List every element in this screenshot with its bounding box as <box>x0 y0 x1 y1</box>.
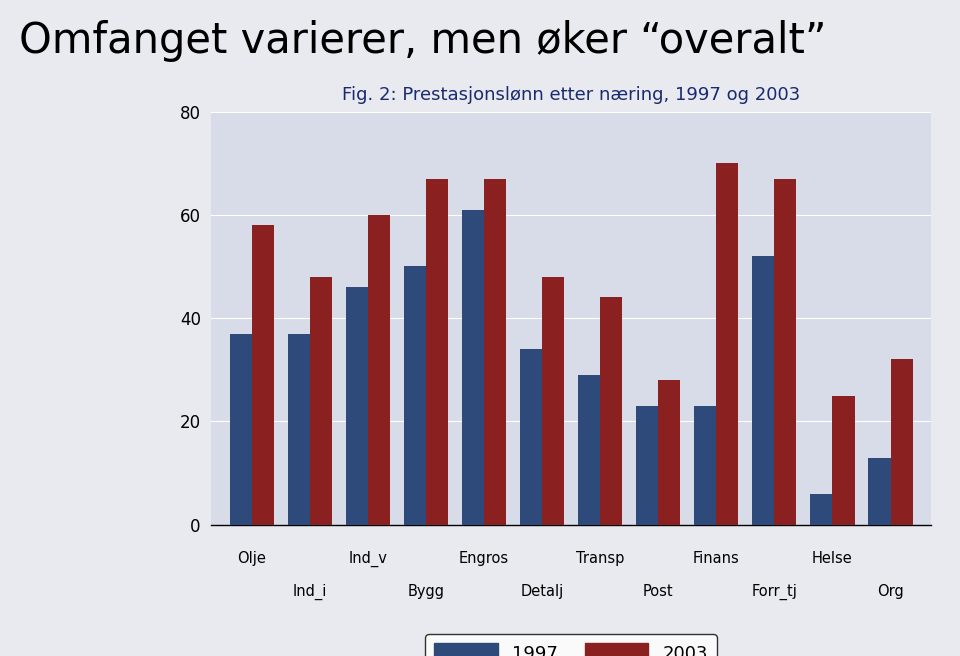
Text: Detalj: Detalj <box>520 584 564 599</box>
Bar <box>520 349 542 525</box>
Text: Ind_v: Ind_v <box>348 551 388 567</box>
Bar <box>310 277 332 525</box>
Title: Fig. 2: Prestasjonslønn etter næring, 1997 og 2003: Fig. 2: Prestasjonslønn etter næring, 19… <box>342 87 801 104</box>
Bar <box>716 163 738 525</box>
Text: Ind_i: Ind_i <box>293 584 327 600</box>
Bar <box>578 375 600 525</box>
Bar <box>694 406 716 525</box>
Bar <box>229 334 252 525</box>
Bar <box>891 359 913 525</box>
Text: Engros: Engros <box>459 551 509 566</box>
Bar <box>368 215 390 525</box>
Bar <box>869 458 891 525</box>
Bar <box>542 277 564 525</box>
Bar <box>636 406 659 525</box>
Legend: 1997, 2003: 1997, 2003 <box>425 634 717 656</box>
Text: Helse: Helse <box>812 551 852 566</box>
Text: Transp: Transp <box>576 551 624 566</box>
Bar <box>404 266 426 525</box>
Bar <box>462 210 484 525</box>
Bar <box>426 178 448 525</box>
Text: Bygg: Bygg <box>408 584 444 599</box>
Text: Omfanget varierer, men øker “overalt”: Omfanget varierer, men øker “overalt” <box>19 20 827 62</box>
Text: Org: Org <box>877 584 904 599</box>
Bar <box>775 178 797 525</box>
Bar <box>288 334 310 525</box>
Text: Forr_tj: Forr_tj <box>752 584 798 600</box>
Text: Olje: Olje <box>237 551 266 566</box>
Bar <box>810 494 832 525</box>
Bar <box>832 396 854 525</box>
Bar <box>600 297 622 525</box>
Text: Finans: Finans <box>693 551 740 566</box>
Bar <box>753 256 775 525</box>
Text: Post: Post <box>643 584 674 599</box>
Bar <box>252 225 274 525</box>
Bar <box>346 287 368 525</box>
Bar <box>484 178 506 525</box>
Bar <box>659 380 681 525</box>
